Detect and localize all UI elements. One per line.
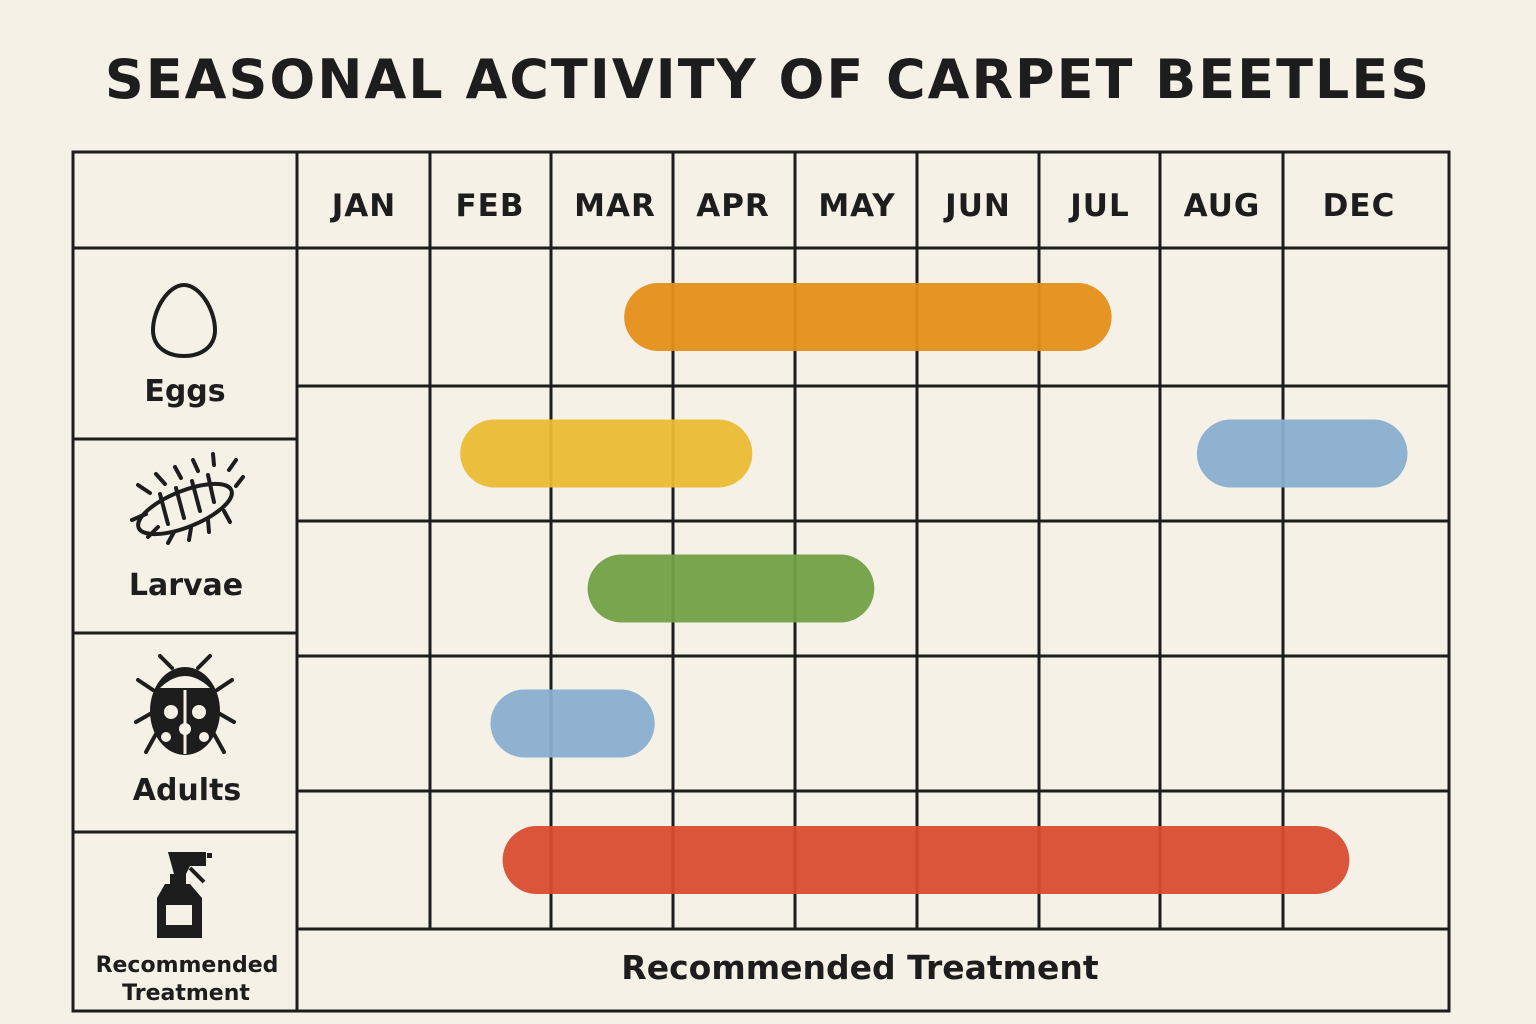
row-label-eggs: Eggs bbox=[144, 374, 225, 409]
month-label-jun: JUN bbox=[943, 188, 1011, 224]
spray-bottle-icon bbox=[157, 852, 212, 938]
egg-icon bbox=[150, 282, 218, 359]
month-label-may: MAY bbox=[818, 188, 895, 224]
activity-bar-4 bbox=[587, 554, 875, 623]
chart-title: SEASONAL ACTIVITY OF CARPET BEETLES bbox=[104, 48, 1432, 111]
activity-bar-6 bbox=[502, 826, 1350, 894]
month-label-mar: MAR bbox=[574, 188, 656, 224]
month-label-aug: AUG bbox=[1184, 188, 1261, 224]
footer-label: Recommended Treatment bbox=[621, 948, 1099, 987]
activity-bar-3 bbox=[1196, 419, 1408, 488]
row-label-treatment-line2: Treatment bbox=[122, 981, 250, 1006]
activity-bar-5 bbox=[490, 689, 655, 758]
month-labels: JAN FEB MAR APR MAY JUN JUL AUG DEC bbox=[330, 188, 1396, 224]
month-label-feb: FEB bbox=[456, 188, 525, 224]
row-label-larvae: Larvae bbox=[129, 568, 243, 603]
bars-layer bbox=[460, 283, 1408, 894]
larva-icon bbox=[130, 452, 245, 545]
activity-bar-2 bbox=[460, 419, 753, 488]
month-label-jan: JAN bbox=[330, 188, 396, 224]
month-label-dec: DEC bbox=[1323, 188, 1396, 224]
grid-lines bbox=[71, 150, 1451, 1013]
month-label-jul: JUL bbox=[1068, 188, 1129, 224]
row-label-treatment-line1: Recommended bbox=[96, 953, 279, 978]
activity-bar-1 bbox=[624, 283, 1112, 351]
month-label-apr: APR bbox=[696, 188, 770, 224]
row-label-adults: Adults bbox=[133, 773, 242, 808]
beetle-icon bbox=[134, 654, 236, 755]
